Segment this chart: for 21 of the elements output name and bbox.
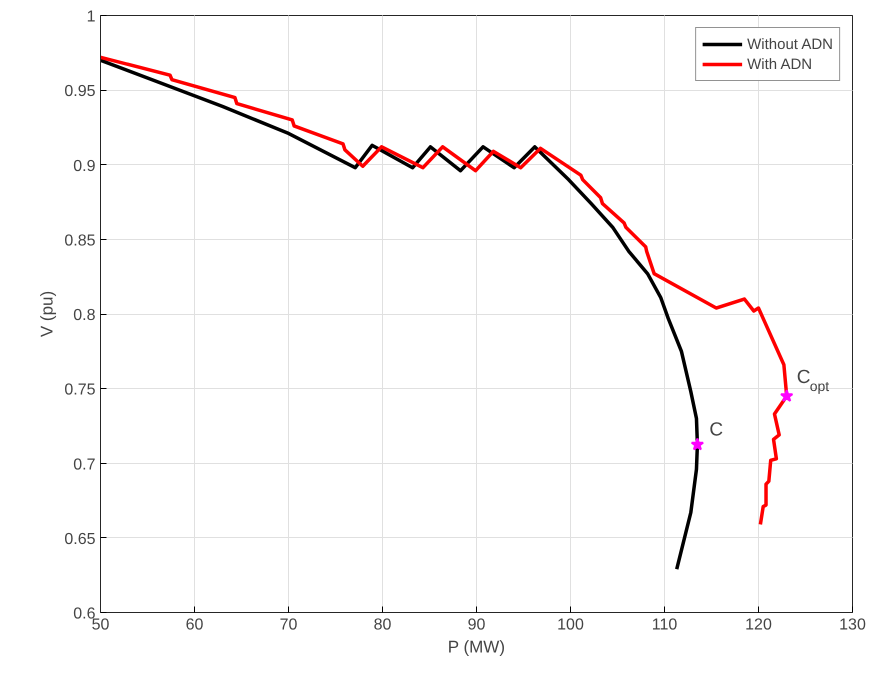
x-tick-label: 130 bbox=[839, 616, 866, 634]
y-tick-label: 1 bbox=[86, 8, 96, 26]
legend-label: With ADN bbox=[747, 56, 812, 72]
y-tick-label: 0.95 bbox=[64, 83, 96, 100]
y-tick-label: 0.9 bbox=[73, 158, 96, 175]
x-tick-label: 80 bbox=[374, 616, 392, 634]
x-tick-label: 90 bbox=[468, 616, 486, 634]
x-tick-label: 110 bbox=[652, 616, 678, 634]
y-tick-label: 0.85 bbox=[64, 232, 96, 250]
annotation: C bbox=[709, 420, 724, 441]
y-tick-label: 0.8 bbox=[73, 307, 96, 324]
x-tick-label: 100 bbox=[557, 616, 584, 634]
y-tick-label: 0.7 bbox=[73, 456, 96, 474]
legend-label: Without ADN bbox=[747, 36, 833, 52]
y-axis-title: V (pu) bbox=[37, 290, 56, 338]
x-tick-label: 60 bbox=[186, 616, 204, 634]
x-axis-title: P (MW) bbox=[448, 638, 505, 656]
x-tick-label: 120 bbox=[745, 616, 772, 634]
y-tick-label: 0.65 bbox=[64, 530, 96, 548]
x-tick-label: 70 bbox=[280, 616, 298, 634]
y-tick-label: 0.75 bbox=[64, 382, 96, 399]
